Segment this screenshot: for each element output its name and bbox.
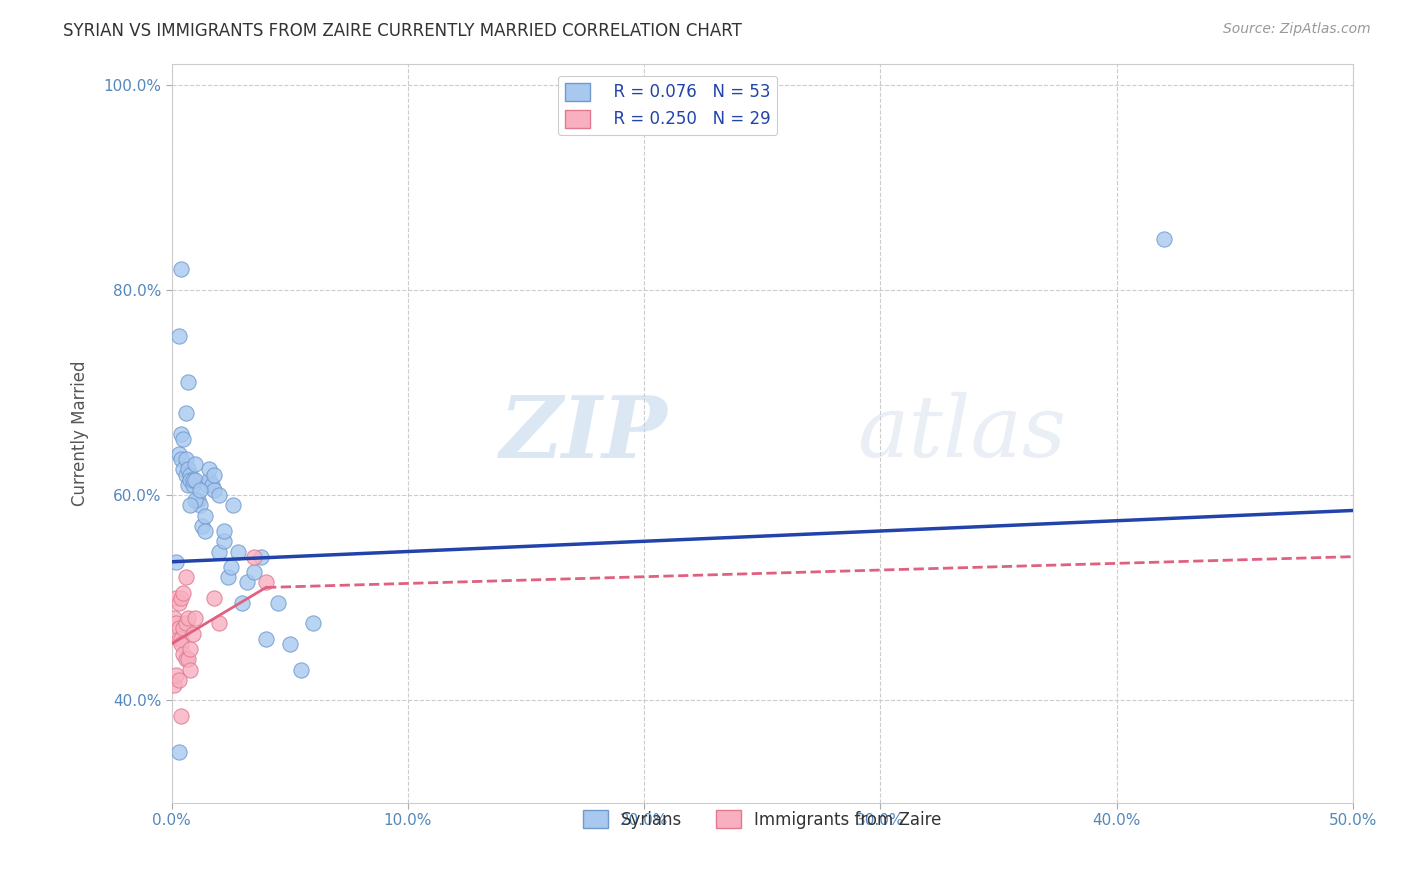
- Point: [165, 667, 187, 681]
- Point: [202, 467, 225, 482]
- Point: [191, 519, 214, 533]
- Point: [172, 622, 194, 636]
- Point: [163, 611, 186, 625]
- Point: [165, 555, 187, 569]
- Point: [167, 632, 190, 646]
- Point: [174, 467, 197, 482]
- Point: [165, 591, 187, 605]
- Point: [236, 575, 259, 590]
- Point: [167, 622, 190, 636]
- Point: [170, 262, 193, 277]
- Point: [170, 708, 193, 723]
- Point: [267, 596, 290, 610]
- Point: [177, 611, 200, 625]
- Point: [172, 647, 194, 661]
- Point: [177, 462, 200, 476]
- Point: [167, 745, 190, 759]
- Point: [198, 473, 221, 487]
- Text: SYRIAN VS IMMIGRANTS FROM ZAIRE CURRENTLY MARRIED CORRELATION CHART: SYRIAN VS IMMIGRANTS FROM ZAIRE CURRENTL…: [63, 22, 742, 40]
- Point: [170, 637, 193, 651]
- Point: [231, 596, 253, 610]
- Point: [174, 452, 197, 467]
- Point: [250, 549, 273, 564]
- Point: [179, 663, 201, 677]
- Point: [212, 534, 235, 549]
- Point: [184, 493, 207, 508]
- Text: atlas: atlas: [856, 392, 1066, 475]
- Point: [188, 499, 211, 513]
- Point: [184, 473, 207, 487]
- Point: [181, 478, 204, 492]
- Point: [254, 632, 277, 646]
- Point: [167, 329, 190, 343]
- Text: Source: ZipAtlas.com: Source: ZipAtlas.com: [1223, 22, 1371, 37]
- Point: [208, 488, 231, 502]
- Point: [167, 673, 190, 687]
- Point: [184, 611, 207, 625]
- Point: [170, 452, 193, 467]
- Point: [177, 478, 200, 492]
- Point: [174, 570, 197, 584]
- Point: [174, 406, 197, 420]
- Point: [202, 483, 225, 497]
- Point: [194, 524, 217, 538]
- Point: [195, 478, 218, 492]
- Point: [1153, 231, 1175, 245]
- Point: [302, 616, 325, 631]
- Point: [184, 458, 207, 472]
- Point: [194, 508, 217, 523]
- Point: [243, 565, 266, 579]
- Point: [181, 473, 204, 487]
- Point: [198, 462, 221, 476]
- Point: [167, 447, 190, 461]
- Point: [217, 570, 239, 584]
- Point: [179, 642, 201, 657]
- Point: [208, 616, 231, 631]
- Point: [202, 591, 225, 605]
- Point: [167, 596, 190, 610]
- Y-axis label: Currently Married: Currently Married: [72, 360, 89, 507]
- Point: [179, 467, 201, 482]
- Legend: Syrians, Immigrants from Zaire: Syrians, Immigrants from Zaire: [576, 804, 948, 835]
- Point: [201, 478, 224, 492]
- Point: [172, 432, 194, 446]
- Point: [219, 560, 242, 574]
- Point: [177, 652, 200, 666]
- Point: [170, 632, 193, 646]
- Point: [165, 616, 187, 631]
- Point: [174, 652, 197, 666]
- Point: [174, 616, 197, 631]
- Point: [290, 663, 312, 677]
- Text: ZIP: ZIP: [499, 392, 668, 475]
- Point: [177, 375, 200, 389]
- Point: [170, 591, 193, 605]
- Point: [222, 499, 245, 513]
- Point: [254, 575, 277, 590]
- Point: [179, 499, 201, 513]
- Point: [208, 544, 231, 558]
- Point: [170, 426, 193, 441]
- Point: [243, 549, 266, 564]
- Point: [179, 473, 201, 487]
- Point: [186, 493, 208, 508]
- Point: [188, 483, 211, 497]
- Point: [181, 626, 204, 640]
- Point: [212, 524, 235, 538]
- Point: [172, 585, 194, 599]
- Point: [226, 544, 249, 558]
- Point: [172, 462, 194, 476]
- Point: [163, 678, 186, 692]
- Point: [278, 637, 301, 651]
